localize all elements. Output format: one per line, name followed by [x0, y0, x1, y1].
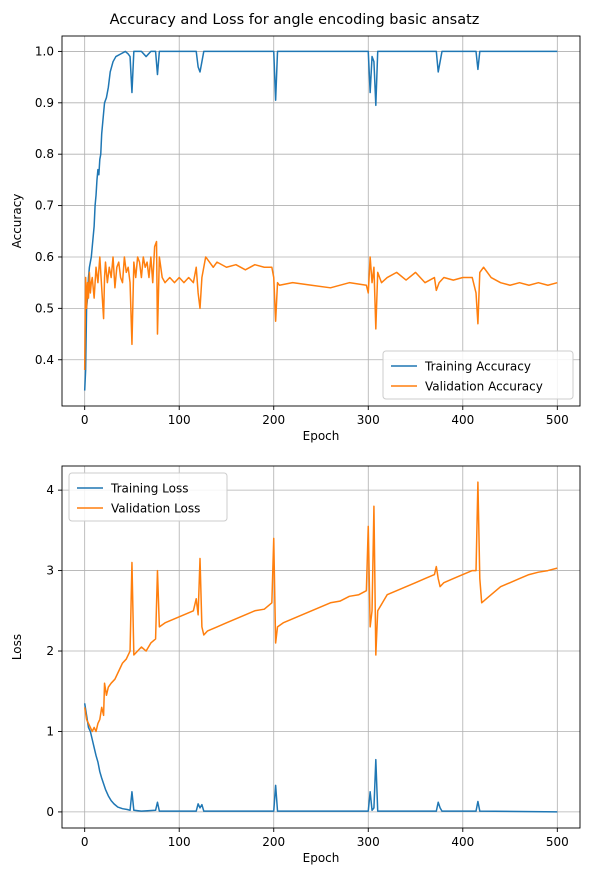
x-tick-label: 400	[451, 413, 474, 427]
x-axis-label: Epoch	[303, 429, 340, 443]
legend-box	[68, 472, 228, 522]
y-tick-label: 0	[46, 805, 54, 819]
y-tick-label: 0.6	[35, 250, 54, 264]
series-line-val	[83, 240, 558, 371]
y-tick-label: 2	[46, 644, 54, 658]
x-tick-label: 300	[357, 413, 380, 427]
legend-label: Validation Loss	[111, 502, 200, 516]
legend-label: Training Loss	[110, 482, 188, 496]
series-line-val	[83, 481, 558, 733]
accuracy-chart: 0 100 200 300 400 500 0.4 0.5 0.6 0.7 0.8 0.9 1.0 Epo…	[10, 35, 581, 443]
series-line-train	[83, 50, 558, 391]
legend-label: Training Accuracy	[424, 360, 531, 374]
x-tick-label: 0	[81, 413, 89, 427]
y-tick-label: 1	[46, 724, 54, 738]
y-tick-label: 0.8	[35, 147, 54, 161]
x-tick-label: 200	[262, 835, 285, 849]
y-tick-label: 0.9	[35, 96, 54, 110]
x-axis-label: Epoch	[303, 851, 340, 865]
y-axis-label: Accuracy	[10, 194, 24, 249]
x-tick-label: 100	[168, 835, 191, 849]
x-tick-label: 500	[546, 835, 569, 849]
legend: Training Accuracy Validation Accuracy	[382, 350, 574, 400]
y-tick-label: 4	[46, 483, 54, 497]
x-tick-label: 500	[546, 413, 569, 427]
legend: Training Loss Validation Loss	[68, 472, 228, 522]
y-tick-label: 1.0	[35, 44, 54, 58]
y-tick-label: 0.5	[35, 301, 54, 315]
loss-chart: 0 100 200 300 400 500 0 1 2 3 4 Epoch Loss Training L…	[10, 465, 581, 865]
figure-title: Accuracy and Loss for angle encoding bas…	[110, 12, 480, 28]
x-tick-label: 0	[81, 835, 89, 849]
legend-label: Validation Accuracy	[425, 380, 543, 394]
y-tick-label: 0.7	[35, 199, 54, 213]
x-tick-label: 200	[262, 413, 285, 427]
axes-frame	[61, 35, 581, 407]
axes-frame	[61, 465, 581, 829]
x-tick-label: 300	[357, 835, 380, 849]
legend-box	[382, 350, 574, 400]
series-line-train	[83, 703, 558, 813]
y-tick-label: 0.4	[35, 353, 54, 367]
x-tick-label: 100	[168, 413, 191, 427]
y-tick-label: 3	[46, 564, 54, 578]
y-axis-label: Loss	[10, 634, 24, 660]
x-tick-label: 400	[451, 835, 474, 849]
